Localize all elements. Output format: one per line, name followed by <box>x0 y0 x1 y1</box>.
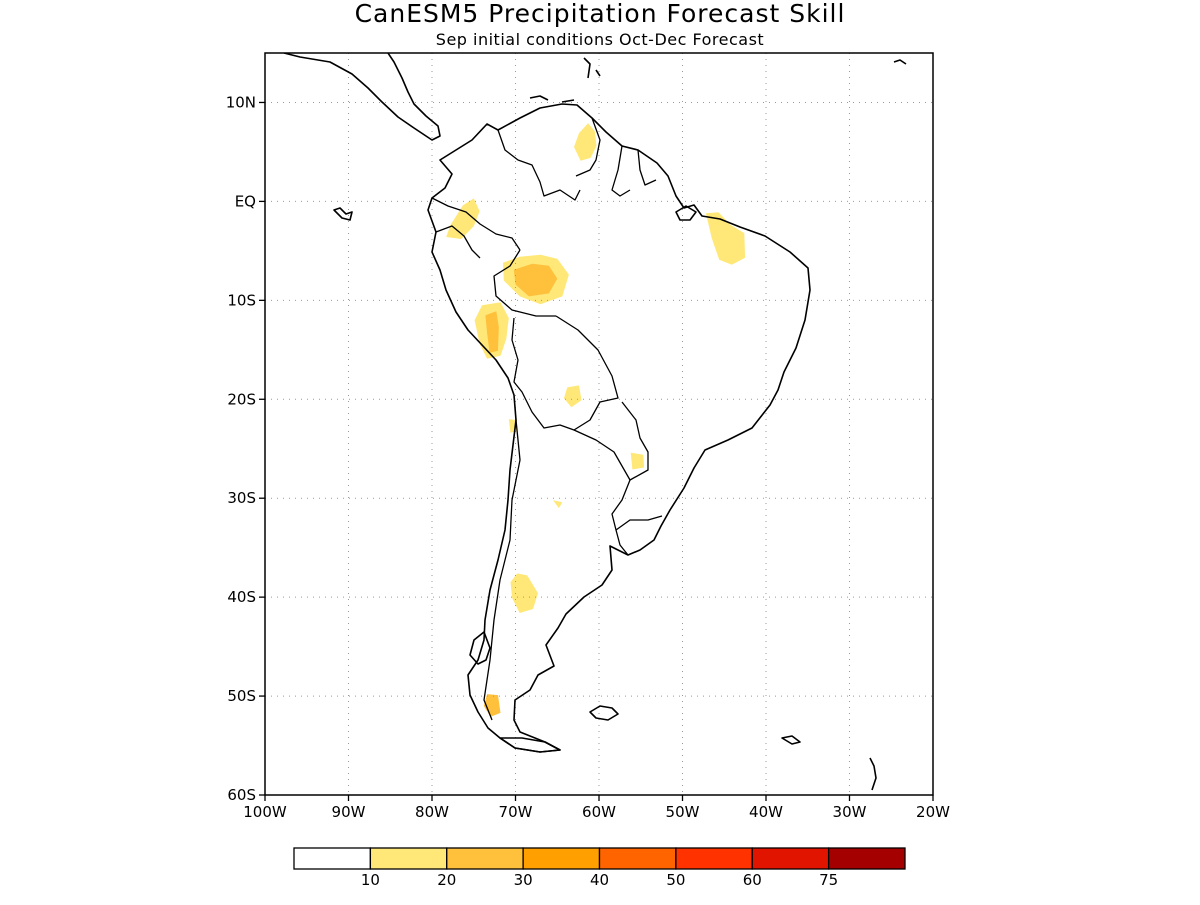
bolivia-border <box>511 315 619 431</box>
skill-shading-layer <box>446 123 746 717</box>
argentina-chile-border <box>483 419 521 721</box>
legend-label: 60 <box>743 871 762 889</box>
lon-tick-label: 100W <box>243 803 287 821</box>
colombia-ecuador-peru-border <box>431 197 521 251</box>
paraguay-border <box>573 401 649 481</box>
lon-tick-label: 80W <box>415 803 449 821</box>
legend-bin <box>369 847 448 870</box>
lon-tick-label: 90W <box>332 803 366 821</box>
uruguay-border <box>615 529 629 556</box>
legend-bin <box>598 847 677 870</box>
central-america-coastline <box>283 53 441 141</box>
legend-bin <box>293 847 372 870</box>
map-title: CanESM5 Precipitation Forecast Skill <box>355 0 846 28</box>
chiloe-archipelago <box>469 631 491 665</box>
marajo-island <box>675 205 697 221</box>
legend-label: 50 <box>666 871 685 889</box>
ecuador-peru-border <box>435 225 481 259</box>
latitude-axis: 10N EQ 10S 20S 30S 40S 50S 60S <box>226 93 265 804</box>
lon-tick-label: 40W <box>749 803 783 821</box>
skill-region-northern-patagonia <box>510 573 538 613</box>
lon-tick-label: 20W <box>916 803 950 821</box>
lat-tick-label: 10S <box>227 291 256 309</box>
galapagos-islands <box>333 207 353 221</box>
legend-label: 75 <box>819 871 838 889</box>
coastline-layer <box>283 53 907 791</box>
lat-tick-label: 30S <box>227 489 256 507</box>
lat-tick-label: 10N <box>226 93 256 111</box>
venezuela-guyana-border <box>575 117 601 177</box>
legend-label: 10 <box>361 871 380 889</box>
lon-tick-label: 60W <box>582 803 616 821</box>
south-georgia <box>781 735 801 745</box>
argentina-brazil-border <box>611 479 663 531</box>
lat-tick-label: 40S <box>227 588 256 606</box>
lon-tick-label: 30W <box>833 803 867 821</box>
lat-tick-label: 20S <box>227 390 256 408</box>
lat-tick-label: 50S <box>227 687 256 705</box>
south-america-coastline <box>427 103 811 753</box>
skill-region-western-amazon-core <box>513 263 558 297</box>
legend-label: 30 <box>514 871 533 889</box>
legend-label: 20 <box>437 871 456 889</box>
peru-brazil-border <box>493 249 556 317</box>
caribbean-islands <box>529 57 601 103</box>
lon-tick-label: 50W <box>666 803 700 821</box>
lon-tick-label: 70W <box>499 803 533 821</box>
longitude-axis: 100W 90W 80W 70W 60W 50W 40W 30W 20W <box>243 795 950 821</box>
gridlines <box>265 53 933 795</box>
suriname-guiana-border <box>637 149 657 186</box>
color-legend: 10 20 30 40 50 60 75 <box>293 847 906 889</box>
legend-label: 40 <box>590 871 609 889</box>
legend-bin <box>827 847 906 870</box>
skill-region-central-andes-core <box>485 311 499 353</box>
skill-region-central-argentina <box>553 500 563 509</box>
skill-region-bolivia-lowlands <box>563 385 582 408</box>
tierra-del-fuego <box>499 737 561 753</box>
legend-bin <box>751 847 830 870</box>
skill-region-northeast-brazil <box>705 212 746 265</box>
colombia-venezuela-border <box>497 129 581 201</box>
guyana-suriname-border <box>611 145 631 197</box>
atlantic-islands <box>869 59 907 791</box>
skill-region-guiana-highlands <box>574 123 597 161</box>
falkland-islands <box>589 705 619 721</box>
legend-bin <box>522 847 601 870</box>
skill-region-paraguay <box>630 452 645 470</box>
map-subtitle: Sep initial conditions Oct-Dec Forecast <box>436 30 764 49</box>
lat-tick-label: EQ <box>235 192 256 210</box>
legend-bin <box>446 847 524 870</box>
legend-bin <box>675 847 753 870</box>
country-borders <box>431 117 663 721</box>
lat-tick-label: 60S <box>227 786 256 804</box>
